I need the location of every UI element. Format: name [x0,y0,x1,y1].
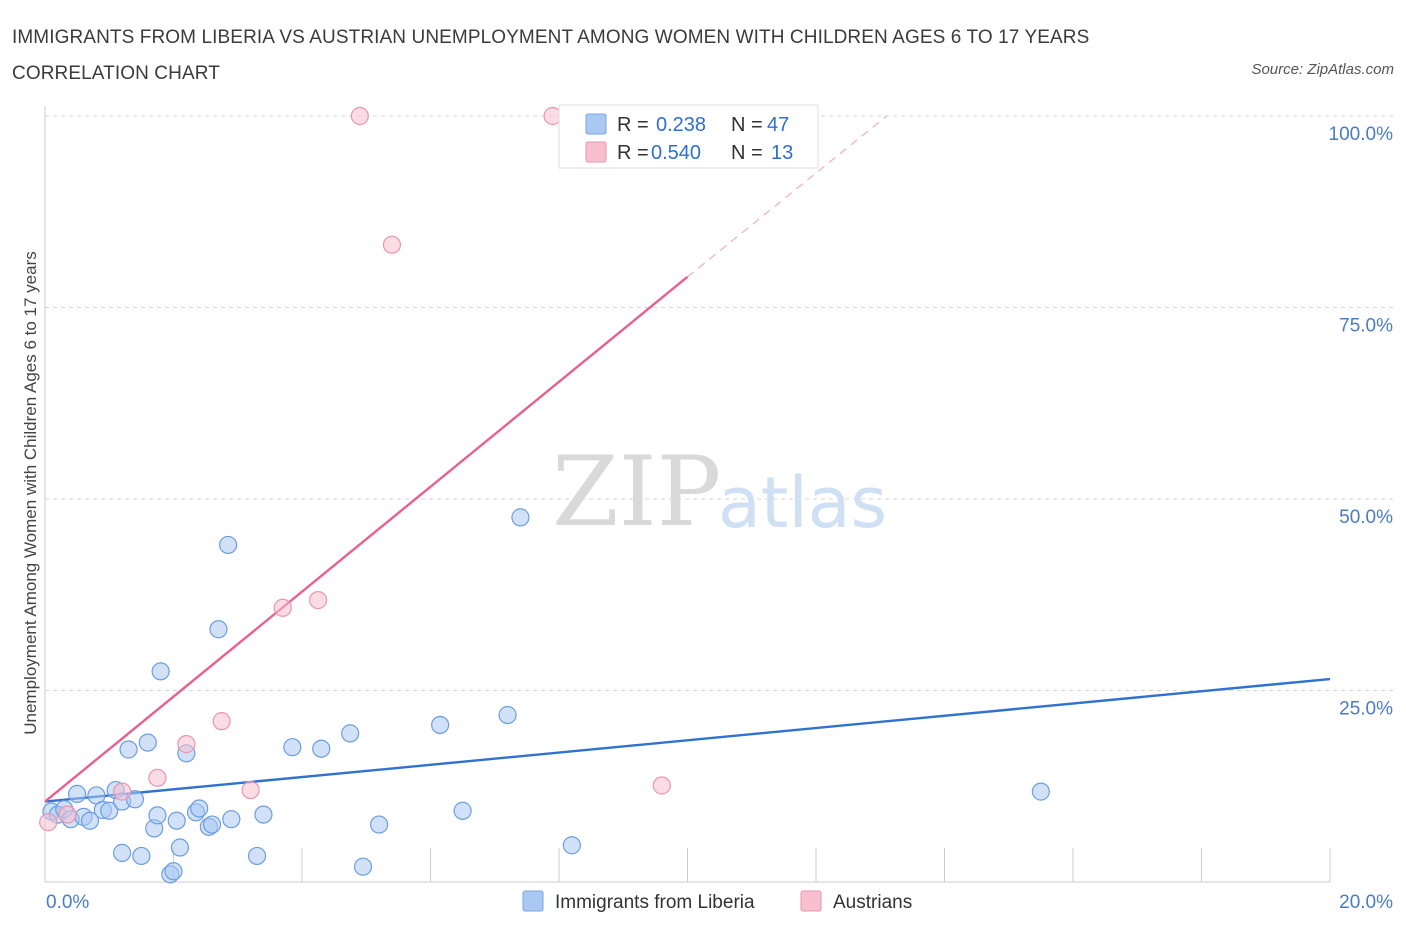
data-point-liberia [511,508,530,527]
legend-swatch-liberia [585,113,607,135]
trend-line-1 [44,275,689,803]
data-point-liberia [498,705,517,725]
data-point-austrians [212,712,231,731]
y-tick-label: 25.0% [1339,699,1393,720]
legend-n-label-liberia: N = [731,114,763,136]
data-point-liberia [312,739,331,758]
source-label: Source: ZipAtlas.com [1251,61,1394,78]
watermark-zip: ZIP [552,436,721,548]
data-point-liberia [562,836,581,855]
trend-line-dashed-1 [687,115,888,278]
y-tick-labels: 25.0% 50.0% 75.0% 100.0% [1329,124,1394,720]
y-axis-label: Unemployment Among Women with Children A… [21,251,40,735]
data-point-liberia [353,857,373,876]
data-point-austrians [148,768,167,787]
chart-title: IMMIGRANTS FROM LIBERIA VS AUSTRIAN UNEM… [12,27,1090,84]
data-point-liberia [202,815,222,834]
legend-n-liberia: 47 [767,114,789,136]
y-tick-label: 75.0% [1339,316,1393,337]
data-point-liberia [100,801,119,820]
data-point-austrians [273,598,292,617]
series-legend-swatch-austrians [800,890,822,912]
data-point-austrians [382,235,402,254]
legend-n-austrians: 13 [771,142,793,164]
trend-line-0 [44,677,1331,803]
data-point-austrians [177,735,196,754]
data-point-austrians [241,780,260,800]
data-point-liberia [247,846,267,866]
x-tick-min: 0.0% [46,892,89,913]
data-point-liberia [283,738,302,757]
data-point-liberia [151,662,170,681]
y-tick-label: 50.0% [1339,507,1393,528]
data-point-liberia [112,843,132,862]
data-point-liberia [80,811,100,830]
data-point-austrians [350,106,369,126]
data-point-liberia [164,862,183,881]
grid-lines [45,115,1395,691]
data-point-liberia [453,801,472,820]
data-point-liberia [219,535,238,555]
data-point-liberia [68,784,87,804]
x-tick-max: 20.0% [1339,892,1393,913]
data-point-liberia [341,724,360,743]
data-point-liberia [138,733,157,752]
legend-r-liberia: 0.238 [656,114,706,136]
data-point-liberia [148,806,167,825]
series-legend: Immigrants from Liberia Austrians [522,890,912,913]
data-point-austrians [39,813,58,832]
trend-lines [44,115,1331,803]
data-point-liberia [1031,782,1050,801]
legend-r-austrians: 0.540 [651,142,701,164]
data-point-liberia [209,620,228,639]
data-point-austrians [112,782,132,801]
y-tick-label: 100.0% [1329,124,1394,145]
data-point-liberia [119,740,138,759]
data-point-austrians [652,776,671,795]
data-point-liberia [167,811,186,830]
data-point-liberia [431,715,450,735]
series-legend-label-liberia: Immigrants from Liberia [555,892,755,913]
data-point-liberia [132,846,151,866]
data-point-austrians [308,591,328,610]
data-points [39,106,1050,884]
legend-swatch-austrians [585,141,607,163]
data-point-liberia [170,838,190,857]
series-legend-swatch-liberia [522,890,544,912]
series-legend-label-austrians: Austrians [833,892,912,913]
data-point-liberia [222,810,241,829]
data-point-liberia [190,799,209,818]
data-point-austrians [58,805,77,824]
legend-r-label-liberia: R = [617,114,649,136]
legend-r-label-austrians: R = [617,142,649,164]
watermark-atlas: atlas [718,462,887,544]
stats-legend: R = 0.238 N = 47 R = 0.540 N = 13 [558,104,819,169]
data-point-liberia [254,805,273,824]
legend-n-label-austrians: N = [731,142,763,164]
data-point-liberia [370,815,389,834]
